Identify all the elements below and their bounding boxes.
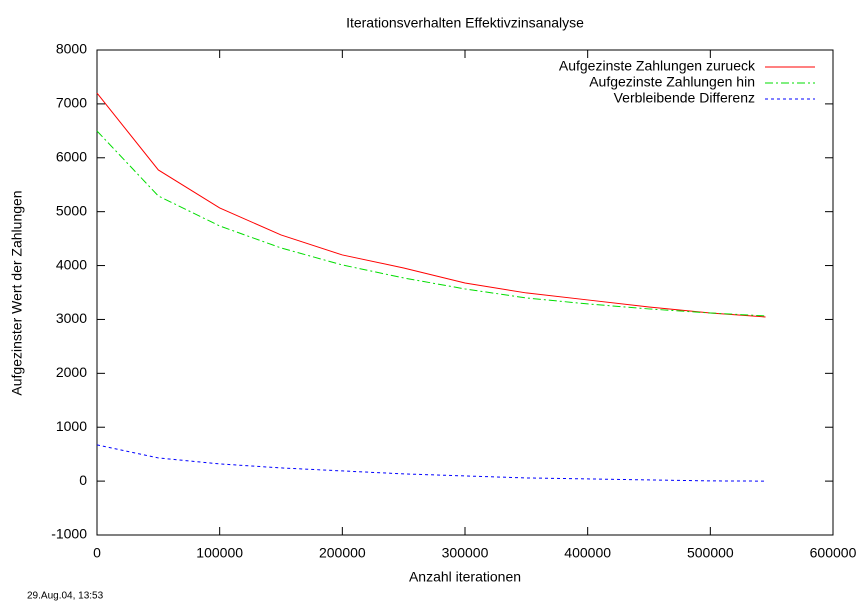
- y-tick-label: -1000: [51, 526, 87, 542]
- x-tick-label: 200000: [319, 545, 366, 561]
- series-line: [96, 444, 766, 482]
- series-line: [96, 92, 766, 318]
- series-line: [96, 130, 766, 317]
- y-tick-label: 5000: [56, 202, 87, 218]
- y-tick-label: 8000: [56, 41, 87, 57]
- y-axis-label: Aufgezinster Wert der Zahlungen: [9, 190, 25, 395]
- legend-label: Aufgezinste Zahlungen zurueck: [559, 58, 756, 74]
- x-tick-label: 500000: [687, 545, 734, 561]
- legend-label: Aufgezinste Zahlungen hin: [589, 74, 755, 90]
- y-tick-label: 2000: [56, 364, 87, 380]
- timestamp: 29.Aug.04, 13:53: [27, 591, 104, 602]
- legend-label: Verbleibende Differenz: [614, 90, 755, 106]
- x-tick-label: 100000: [196, 545, 243, 561]
- x-axis-label: Anzahl iterationen: [409, 569, 521, 585]
- y-tick-label: 4000: [56, 256, 87, 272]
- x-tick-label: 300000: [442, 545, 489, 561]
- x-tick-label: 600000: [810, 545, 857, 561]
- x-tick-label: 400000: [564, 545, 611, 561]
- y-tick-label: 1000: [56, 418, 87, 434]
- chart-title: Iterationsverhalten Effektivzinsanalyse: [346, 15, 584, 31]
- y-tick-label: 0: [79, 472, 87, 488]
- y-tick-label: 6000: [56, 148, 87, 164]
- plot-border: [96, 49, 834, 536]
- y-tick-label: 3000: [56, 310, 87, 326]
- x-tick-label: 0: [93, 545, 101, 561]
- y-tick-label: 7000: [56, 95, 87, 111]
